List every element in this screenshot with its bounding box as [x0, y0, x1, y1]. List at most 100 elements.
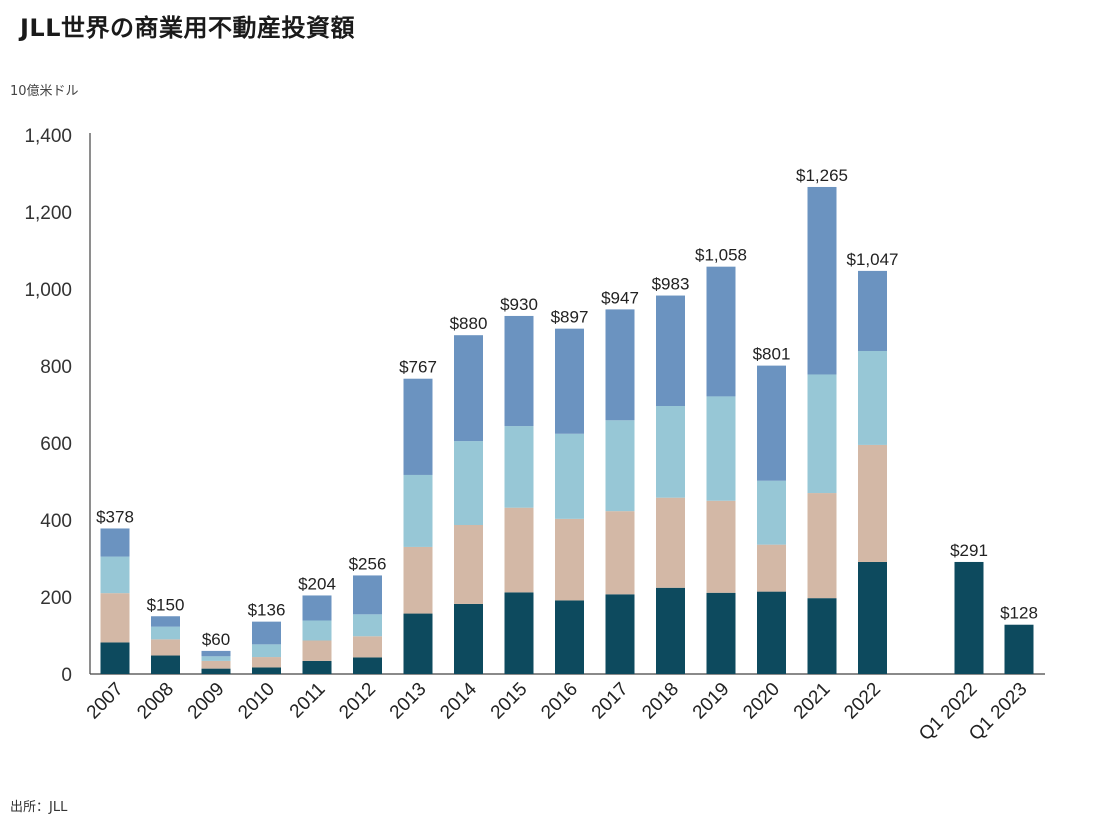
bar-segment: [706, 396, 736, 501]
bar-segment: [807, 598, 837, 674]
bar-segment: [656, 497, 685, 588]
bar-segment: [504, 507, 534, 593]
bar-segment: [353, 575, 382, 615]
bar-segment: [555, 328, 584, 434]
y-tick-label: 400: [40, 511, 72, 532]
bar-segment: [100, 642, 130, 674]
bar-segment: [706, 592, 736, 674]
bar-segment: [555, 600, 584, 674]
total-data-label: $60: [202, 630, 230, 649]
y-tick-label: 600: [40, 434, 72, 455]
total-data-label: $204: [298, 574, 336, 593]
x-tick-label: 2017: [588, 679, 633, 724]
x-tick-label: 2008: [133, 679, 178, 724]
bar-segment: [555, 518, 584, 601]
bar-segment: [706, 266, 736, 397]
bar-segment: [757, 365, 786, 481]
bar-segment: [504, 315, 534, 427]
x-tick-label: 2020: [739, 679, 784, 724]
x-tick-label: 2021: [790, 679, 835, 724]
total-data-label: $880: [450, 314, 488, 333]
bar-segment: [252, 644, 281, 658]
bar-segment: [858, 444, 887, 562]
total-data-label: $1,047: [847, 250, 899, 269]
bar-segment: [100, 556, 130, 594]
bar-segment: [1004, 624, 1034, 674]
bar-segment: [201, 650, 231, 657]
bar-segment: [807, 493, 837, 599]
total-data-label: $378: [96, 507, 134, 526]
x-tick-label: 2018: [638, 679, 683, 724]
bar-segment: [757, 480, 786, 545]
x-tick-label: 2013: [386, 679, 431, 724]
total-data-label: $947: [601, 288, 639, 307]
y-tick-label: 1,200: [24, 203, 72, 224]
bar-segment: [353, 636, 382, 658]
bar-segment: [403, 474, 433, 547]
bar-segment: [302, 595, 332, 621]
bar-segment: [302, 660, 332, 674]
y-tick-label: 0: [61, 665, 72, 686]
total-data-label: $897: [551, 308, 589, 327]
bar-segment: [252, 621, 281, 645]
bar-segment: [403, 378, 433, 475]
bar-segment: [757, 591, 786, 674]
stacked-bar-chart: 0 200 400 600 800 1,000 1,200 1,400 $378 2007 $150…: [24, 126, 1045, 745]
bar-segment: [656, 406, 685, 498]
bar-segment: [201, 668, 231, 674]
bar-segment: [100, 528, 130, 557]
x-tick-label: 2016: [537, 679, 582, 724]
bar-segment: [201, 660, 231, 669]
x-tick-label: 2012: [335, 679, 380, 724]
bar-segment: [757, 544, 786, 592]
total-data-label: $983: [652, 275, 690, 294]
bar-segment: [151, 655, 180, 674]
bar-segment: [151, 616, 180, 627]
bar-segment: [555, 433, 584, 519]
bar-segment: [656, 587, 685, 674]
bar-segment: [504, 592, 534, 674]
bar-segment: [454, 335, 483, 442]
bar-segment: [656, 295, 685, 407]
bar-segment: [454, 525, 483, 604]
total-data-label: $930: [500, 295, 538, 314]
bar-segment: [858, 561, 887, 674]
source-note: 出所：JLL: [10, 800, 68, 815]
bar-segment: [151, 639, 180, 656]
total-data-label: $1,265: [796, 166, 848, 185]
bar-segment: [302, 640, 332, 661]
x-tick-label: 2022: [840, 679, 885, 724]
bar-segment: [353, 614, 382, 637]
bar-segment: [252, 657, 281, 668]
x-tick-label: 2015: [487, 679, 532, 724]
bar-segment: [454, 603, 483, 674]
x-tick-label: 2007: [83, 679, 128, 724]
total-data-label: $291: [950, 541, 988, 560]
bar-segment: [403, 546, 433, 614]
y-axis-unit-label: 10億米ドル: [10, 84, 79, 99]
bar-segment: [807, 186, 837, 375]
total-data-label: $1,058: [695, 246, 747, 265]
bar-segment: [252, 667, 281, 674]
total-data-label: $256: [349, 554, 387, 573]
bar-segment: [605, 420, 635, 512]
bar-segment: [605, 511, 635, 595]
total-data-label: $150: [147, 595, 185, 614]
x-tick-label: 2019: [689, 679, 734, 724]
y-tick-label: 200: [40, 588, 72, 609]
bar-segment: [706, 500, 736, 593]
bar-segment: [201, 656, 231, 661]
total-data-label: $767: [399, 358, 437, 377]
bar-segment: [353, 657, 382, 674]
bar-segment: [504, 426, 534, 508]
bar-segment: [100, 593, 130, 643]
y-tick-label: 1,000: [24, 280, 72, 301]
x-tick-label: 2011: [286, 679, 330, 723]
bar-segment: [605, 594, 635, 674]
x-tick-label: 2010: [234, 679, 279, 724]
bar-segment: [403, 613, 433, 674]
bar-segment: [605, 309, 635, 421]
bar-segment: [858, 270, 887, 351]
bar-segment: [807, 374, 837, 494]
y-tick-label: 800: [40, 357, 72, 378]
